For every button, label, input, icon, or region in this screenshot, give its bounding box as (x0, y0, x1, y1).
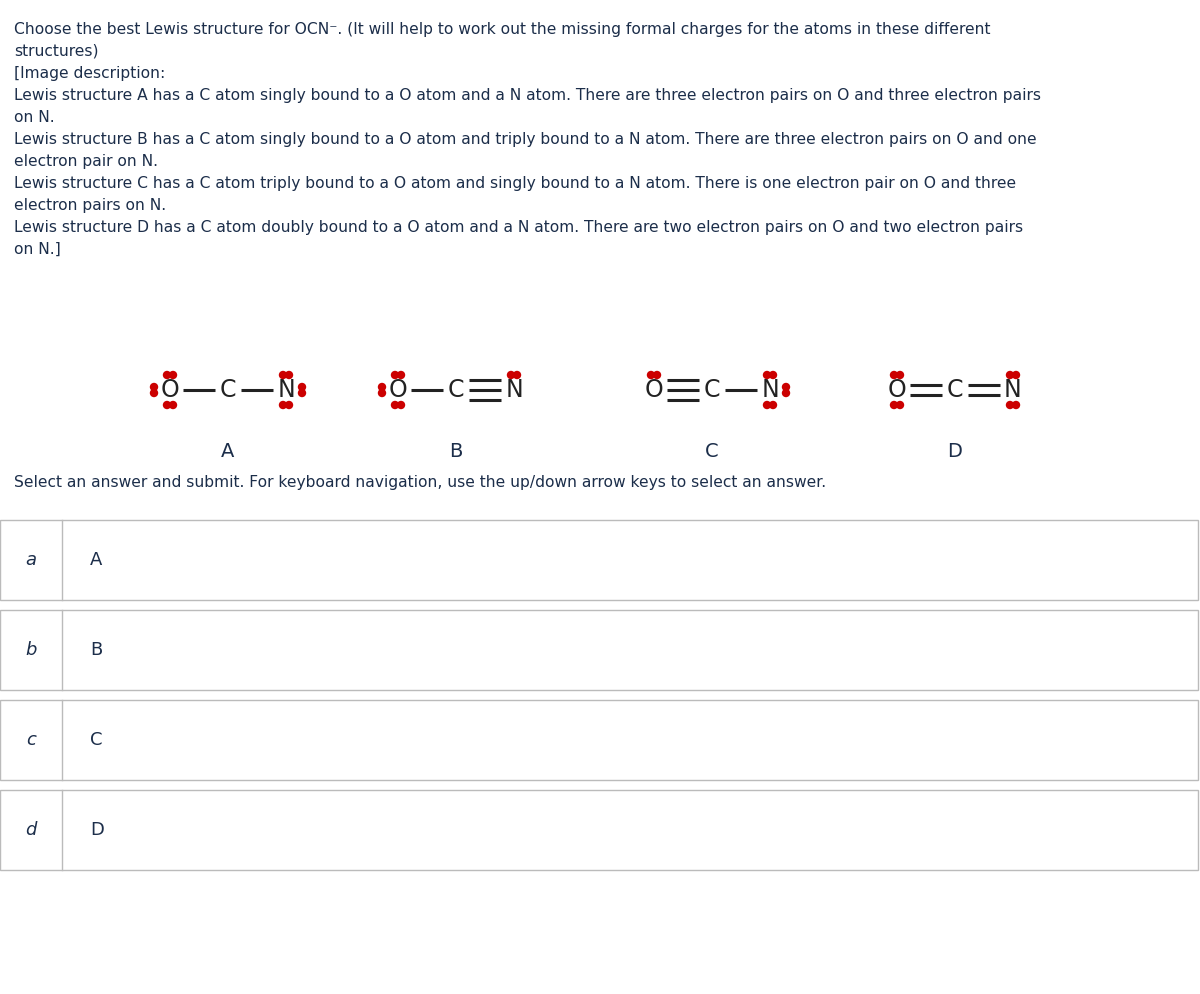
Circle shape (890, 372, 898, 379)
Text: c: c (26, 731, 36, 749)
Bar (0, 520, 1198, 600)
Text: A: A (90, 551, 102, 569)
Text: N: N (1004, 378, 1022, 402)
Circle shape (280, 402, 287, 409)
Circle shape (890, 402, 898, 409)
Circle shape (169, 402, 176, 409)
Text: C: C (706, 442, 719, 461)
Text: on N.]: on N.] (14, 242, 61, 257)
Text: C: C (448, 378, 464, 402)
Circle shape (782, 390, 790, 397)
Text: D: D (90, 821, 104, 839)
Text: C: C (947, 378, 964, 402)
Text: N: N (277, 378, 295, 402)
Text: on N.: on N. (14, 110, 55, 125)
Circle shape (1013, 402, 1020, 409)
Text: C: C (220, 378, 236, 402)
Text: electron pairs on N.: electron pairs on N. (14, 198, 166, 213)
Circle shape (782, 384, 790, 391)
Circle shape (169, 372, 176, 379)
Bar (0, 700, 1198, 780)
Circle shape (763, 402, 770, 409)
Text: Lewis structure B has a C atom singly bound to a O atom and triply bound to a N : Lewis structure B has a C atom singly bo… (14, 132, 1037, 147)
Circle shape (286, 402, 293, 409)
Text: O: O (888, 378, 906, 402)
Circle shape (163, 372, 170, 379)
Circle shape (150, 390, 157, 397)
Circle shape (397, 402, 404, 409)
Circle shape (763, 372, 770, 379)
Text: Lewis structure D has a C atom doubly bound to a O atom and a N atom. There are : Lewis structure D has a C atom doubly bo… (14, 220, 1024, 235)
Text: B: B (449, 442, 463, 461)
Text: C: C (703, 378, 720, 402)
Text: O: O (389, 378, 407, 402)
Circle shape (1013, 372, 1020, 379)
Circle shape (391, 372, 398, 379)
Text: O: O (644, 378, 664, 402)
Text: A: A (221, 442, 235, 461)
Text: N: N (505, 378, 523, 402)
Circle shape (769, 402, 776, 409)
Circle shape (1007, 372, 1014, 379)
Circle shape (769, 372, 776, 379)
Text: a: a (25, 551, 36, 569)
Text: Lewis structure C has a C atom triply bound to a O atom and singly bound to a N : Lewis structure C has a C atom triply bo… (14, 176, 1016, 191)
Circle shape (378, 384, 385, 391)
Circle shape (896, 372, 904, 379)
Text: b: b (25, 641, 37, 659)
Circle shape (280, 372, 287, 379)
Bar (0, 610, 1198, 690)
Text: d: d (25, 821, 37, 839)
Text: Choose the best Lewis structure for OCN⁻. (It will help to work out the missing : Choose the best Lewis structure for OCN⁻… (14, 22, 990, 37)
Circle shape (163, 402, 170, 409)
Text: N: N (761, 378, 779, 402)
Circle shape (378, 390, 385, 397)
Circle shape (286, 372, 293, 379)
Circle shape (299, 390, 306, 397)
Circle shape (150, 384, 157, 391)
Text: O: O (161, 378, 179, 402)
Circle shape (299, 384, 306, 391)
Circle shape (1007, 402, 1014, 409)
Circle shape (508, 372, 515, 379)
Circle shape (397, 372, 404, 379)
Text: [Image description:: [Image description: (14, 66, 166, 81)
Circle shape (391, 402, 398, 409)
Bar (0, 790, 1198, 870)
Text: Lewis structure A has a C atom singly bound to a O atom and a N atom. There are : Lewis structure A has a C atom singly bo… (14, 88, 1042, 103)
Text: B: B (90, 641, 102, 659)
Text: D: D (948, 442, 962, 461)
Circle shape (896, 402, 904, 409)
Circle shape (514, 372, 521, 379)
Text: electron pair on N.: electron pair on N. (14, 154, 158, 169)
Text: C: C (90, 731, 102, 749)
Circle shape (654, 372, 660, 379)
Text: Select an answer and submit. For keyboard navigation, use the up/down arrow keys: Select an answer and submit. For keyboar… (14, 475, 826, 490)
Text: structures): structures) (14, 44, 98, 59)
Circle shape (648, 372, 654, 379)
